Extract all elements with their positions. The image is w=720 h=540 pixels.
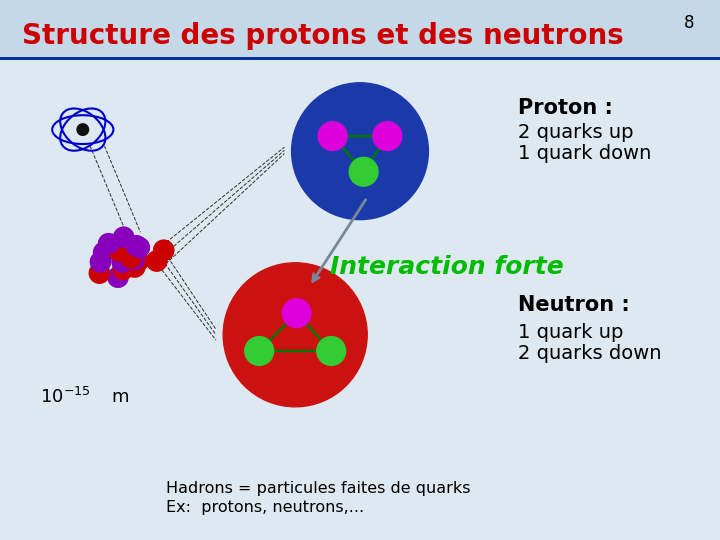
Ellipse shape (126, 235, 146, 256)
Ellipse shape (121, 248, 141, 268)
Ellipse shape (113, 259, 133, 279)
Ellipse shape (128, 251, 148, 271)
Ellipse shape (282, 299, 311, 328)
Ellipse shape (99, 234, 119, 254)
Ellipse shape (109, 241, 129, 261)
Ellipse shape (99, 234, 119, 254)
Text: m: m (112, 388, 129, 406)
Ellipse shape (127, 238, 148, 258)
Ellipse shape (129, 238, 149, 258)
Ellipse shape (114, 227, 134, 247)
Text: 1 quark down: 1 quark down (518, 144, 652, 164)
Ellipse shape (153, 240, 174, 260)
Ellipse shape (373, 122, 402, 151)
Ellipse shape (89, 263, 109, 283)
Ellipse shape (126, 235, 146, 256)
Ellipse shape (91, 252, 111, 272)
Ellipse shape (91, 252, 111, 272)
Ellipse shape (318, 122, 347, 151)
Ellipse shape (317, 336, 346, 366)
Ellipse shape (153, 240, 174, 260)
Ellipse shape (147, 251, 167, 271)
Ellipse shape (147, 251, 167, 271)
Ellipse shape (349, 157, 378, 186)
Ellipse shape (108, 267, 128, 287)
Ellipse shape (114, 227, 134, 247)
Text: Interaction forte: Interaction forte (330, 255, 563, 279)
Ellipse shape (120, 237, 140, 257)
Ellipse shape (127, 238, 148, 258)
Ellipse shape (121, 248, 141, 268)
Ellipse shape (125, 257, 145, 277)
Text: 2 quarks up: 2 quarks up (518, 123, 634, 142)
Text: 2 quarks down: 2 quarks down (518, 344, 662, 363)
Text: $10^{-15}$: $10^{-15}$ (40, 387, 90, 407)
Ellipse shape (108, 267, 128, 287)
Ellipse shape (77, 124, 89, 136)
Ellipse shape (120, 237, 140, 257)
Text: Hadrons = particules faites de quarks: Hadrons = particules faites de quarks (166, 481, 470, 496)
Ellipse shape (120, 249, 140, 269)
Text: Ex:  protons, neutrons,...: Ex: protons, neutrons,... (166, 500, 364, 515)
Ellipse shape (112, 252, 132, 272)
Ellipse shape (128, 251, 148, 271)
Ellipse shape (94, 242, 114, 262)
Ellipse shape (124, 249, 144, 269)
Ellipse shape (292, 83, 428, 220)
FancyBboxPatch shape (0, 57, 720, 60)
Ellipse shape (109, 241, 129, 261)
Ellipse shape (245, 336, 274, 366)
Ellipse shape (223, 263, 367, 407)
Ellipse shape (120, 249, 140, 269)
Text: Neutron :: Neutron : (518, 295, 630, 315)
Ellipse shape (124, 249, 144, 269)
Ellipse shape (125, 257, 145, 277)
Ellipse shape (113, 259, 133, 279)
Ellipse shape (89, 263, 109, 283)
Ellipse shape (129, 238, 149, 258)
FancyBboxPatch shape (0, 0, 720, 57)
Text: Proton :: Proton : (518, 98, 613, 118)
Text: 1 quark up: 1 quark up (518, 322, 624, 342)
Ellipse shape (94, 242, 114, 262)
Text: Structure des protons et des neutrons: Structure des protons et des neutrons (22, 22, 624, 50)
Text: 8: 8 (684, 14, 695, 31)
Ellipse shape (112, 252, 132, 272)
